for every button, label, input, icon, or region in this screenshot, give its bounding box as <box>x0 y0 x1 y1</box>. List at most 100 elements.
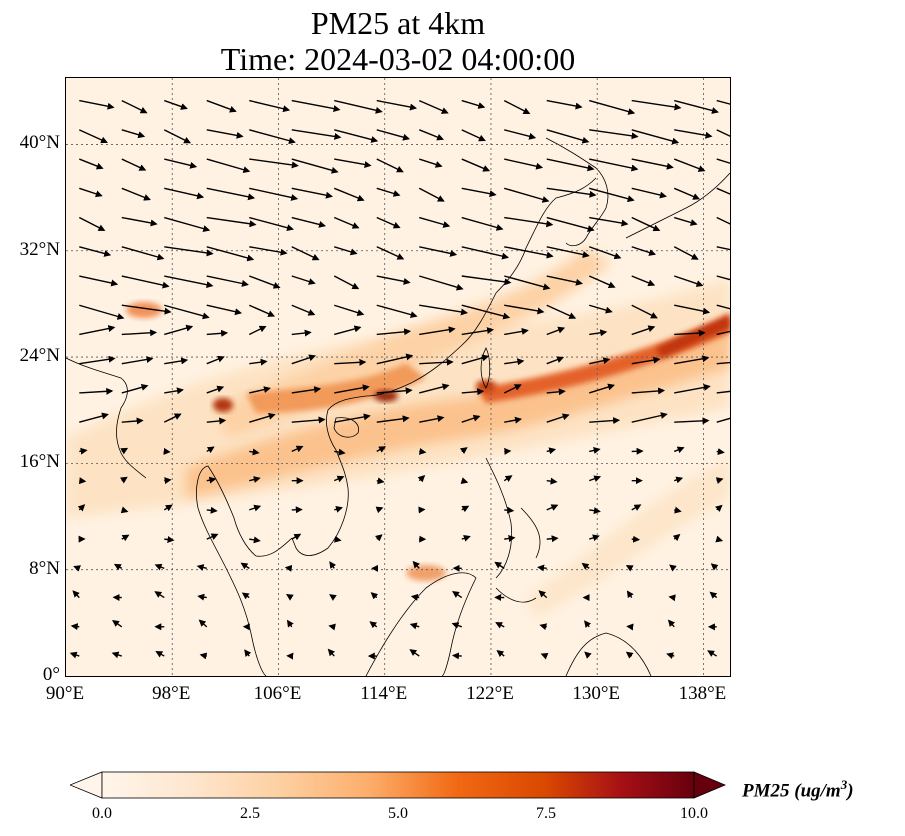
wind-arrow <box>334 304 365 316</box>
lat-tick-label: 8°N <box>29 557 60 579</box>
wind-arrow <box>419 326 456 336</box>
wind-arrow <box>451 652 462 660</box>
wind-arrow <box>674 355 710 365</box>
wind-arrow <box>376 328 412 336</box>
wind-arrow <box>244 649 252 657</box>
wind-arrow <box>674 506 682 514</box>
colorbar-tick-label: 10.0 <box>680 805 708 822</box>
wind-arrow <box>504 506 515 514</box>
wind-arrow <box>546 447 557 455</box>
wind-arrow <box>418 99 449 114</box>
wind-arrow <box>631 387 666 395</box>
wind-arrow <box>291 246 320 261</box>
wind-arrow <box>716 99 730 105</box>
wind-arrow <box>674 476 684 484</box>
wind-arrow <box>715 504 723 513</box>
wind-arrow <box>546 326 566 336</box>
wind-arrow <box>291 533 302 541</box>
wind-arrow <box>674 329 706 337</box>
lon-tick-label: 138°E <box>678 683 727 704</box>
wind-arrow <box>461 327 495 336</box>
lon-tick-label: 114°E <box>360 683 408 704</box>
lon-tick-label: 98°E <box>152 683 191 704</box>
wind-arrow <box>674 129 713 139</box>
wind-arrow <box>121 129 146 139</box>
borneo-outline <box>365 572 477 676</box>
wind-arrow <box>121 417 144 425</box>
wind-arrow <box>461 388 485 396</box>
wind-arrow <box>418 129 445 141</box>
wind-arrow <box>333 475 345 483</box>
wind-arrow <box>164 357 189 365</box>
wind-arrow <box>333 216 360 229</box>
wind-arrow <box>206 385 225 394</box>
wind-arrow <box>334 358 367 366</box>
wind-arrow <box>376 304 418 319</box>
lat-tick-label: 32°N <box>19 238 60 260</box>
wind-arrow <box>376 446 387 453</box>
wind-arrow <box>376 415 410 423</box>
wind-arrow <box>249 536 261 544</box>
wind-arrow <box>666 652 675 660</box>
wind-arrow <box>504 216 554 228</box>
colorbar <box>70 771 726 799</box>
wind-arrow <box>73 565 81 572</box>
wind-arrow <box>206 355 225 365</box>
wind-arrow <box>164 536 175 544</box>
wind-arrow <box>716 187 730 195</box>
wind-arrow <box>334 384 370 394</box>
wind-arrow <box>581 562 590 570</box>
wind-arrow <box>589 304 613 314</box>
wind-arrow <box>707 650 718 657</box>
wind-arrow <box>631 246 657 256</box>
wind-arrow <box>249 386 271 394</box>
wind-arrow <box>589 447 601 454</box>
wind-arrow <box>461 158 491 172</box>
wind-arrow <box>588 275 616 289</box>
wind-arrow <box>589 507 601 515</box>
wind-arrow <box>206 275 249 287</box>
wind-arrow <box>419 246 458 257</box>
wind-arrow <box>249 216 294 232</box>
wind-arrow <box>119 476 128 484</box>
wind-arrow <box>334 325 362 336</box>
wind-arrow <box>589 99 636 115</box>
colorbar-label: PM25 (ug/m3) <box>742 773 902 803</box>
wind-arrow <box>673 246 699 260</box>
wind-arrow <box>79 412 109 423</box>
wind-arrow <box>79 187 103 198</box>
wind-arrow <box>121 534 130 542</box>
wind-arrow <box>589 383 615 394</box>
wind-arrow <box>589 329 608 337</box>
wind-arrow <box>461 129 486 142</box>
wind-arrow <box>334 448 346 456</box>
wind-arrow <box>546 216 595 232</box>
wind-arrow <box>69 651 80 659</box>
wind-arrow <box>79 275 119 287</box>
wind-arrow <box>334 505 343 513</box>
wind-arrow <box>376 129 411 141</box>
lat-tick-label: 24°N <box>19 345 60 367</box>
korea-coast <box>545 137 609 247</box>
wind-arrow <box>291 445 304 453</box>
wind-arrow <box>78 216 106 231</box>
wind-arrow <box>504 535 516 542</box>
wind-arrow <box>716 417 730 423</box>
wind-arrow <box>249 412 276 423</box>
wind-arrow <box>461 534 471 542</box>
wind-arrow <box>584 651 592 659</box>
wind-arrow <box>197 593 207 601</box>
wind-arrow <box>164 275 214 289</box>
wind-arrow <box>206 158 251 174</box>
wind-arrow <box>716 330 730 336</box>
wind-arrow <box>369 621 378 629</box>
wind-arrow <box>206 476 217 484</box>
wind-arrow <box>540 652 549 660</box>
wind-arrow <box>419 383 450 394</box>
wind-arrow <box>631 304 658 319</box>
wind-arrow <box>376 216 401 229</box>
wind-arrow <box>163 504 173 512</box>
wind-arrow <box>164 477 172 485</box>
wind-arrow <box>286 593 294 601</box>
plume-core-east-edge <box>656 313 730 358</box>
